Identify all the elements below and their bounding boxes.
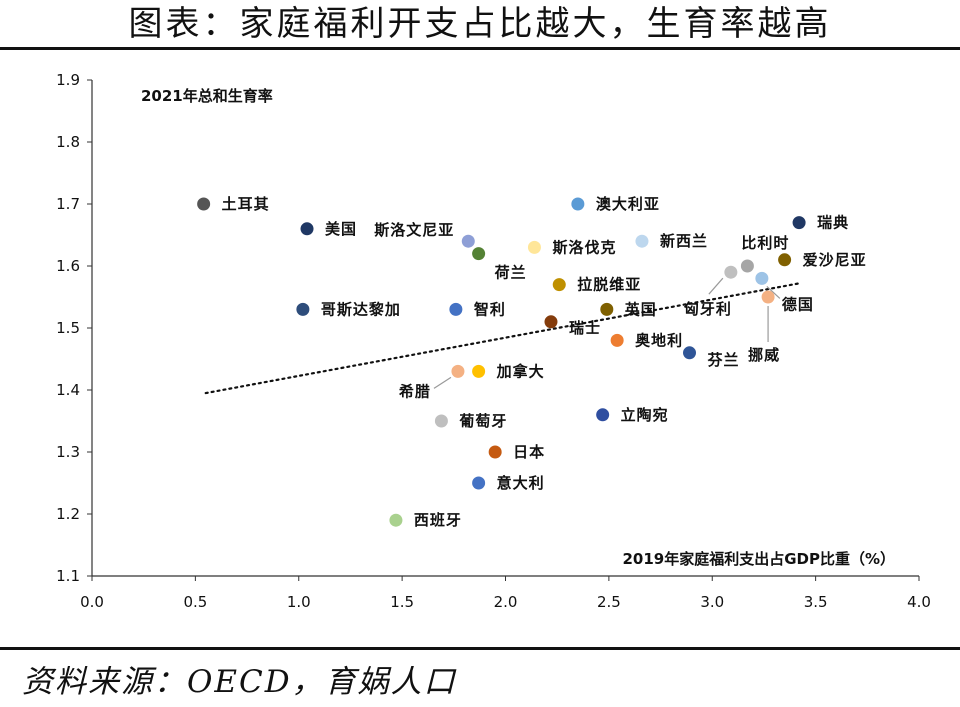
data-point-label: 芬兰 <box>708 351 740 369</box>
top-divider <box>0 47 960 50</box>
data-point-label: 葡萄牙 <box>458 412 507 430</box>
x-tick-label: 1.0 <box>287 593 311 611</box>
data-point-label: 拉脱维亚 <box>577 276 641 294</box>
data-point <box>451 364 465 378</box>
x-tick-label: 0.5 <box>183 593 207 611</box>
y-axis-title: 2021年总和生育率 <box>141 87 273 105</box>
x-tick-label: 3.0 <box>700 593 724 611</box>
data-point <box>778 253 792 267</box>
data-point <box>571 197 585 211</box>
data-point <box>300 222 314 236</box>
data-point-label: 土耳其 <box>222 195 270 213</box>
chart-title: 图表：家庭福利开支占比越大，生育率越高 <box>128 4 832 44</box>
data-point-label: 挪威 <box>748 346 780 364</box>
y-tick-label: 1.7 <box>56 195 80 213</box>
data-point <box>600 302 614 316</box>
data-point-label: 德国 <box>782 295 814 313</box>
label-leader-line <box>433 376 452 389</box>
y-tick-label: 1.1 <box>56 567 80 585</box>
data-point <box>761 290 775 304</box>
data-point <box>488 445 502 459</box>
y-tick-label: 1.2 <box>56 505 80 523</box>
data-point-label: 西班牙 <box>414 511 462 529</box>
data-point <box>296 302 310 316</box>
label-leader-line <box>766 285 781 299</box>
y-tick-label: 1.5 <box>56 319 80 337</box>
data-point <box>197 197 211 211</box>
data-point <box>527 240 541 254</box>
data-point <box>792 216 806 230</box>
data-point-label: 澳大利亚 <box>596 195 660 213</box>
bottom-divider <box>0 647 960 650</box>
x-tick-label: 3.5 <box>804 593 828 611</box>
x-tick-label: 2.0 <box>494 593 518 611</box>
scatter-chart: 0.0 0.5 1.0 1.5 2.0 2.5 3.0 3.5 4.0 1.9 1.8 1.7 1.6 1… <box>56 71 931 611</box>
data-point-label: 新西兰 <box>660 232 708 250</box>
data-point <box>683 346 697 360</box>
data-point-label: 日本 <box>513 443 545 461</box>
data-point <box>740 259 754 273</box>
x-axis-title: 2019年家庭福利支出占GDP比重（%） <box>622 550 895 568</box>
data-point <box>434 414 448 428</box>
x-tick-label: 2.5 <box>597 593 621 611</box>
data-point <box>389 513 403 527</box>
data-point-label: 意大利 <box>497 474 545 492</box>
x-tick-label: 1.5 <box>390 593 414 611</box>
y-tick-label: 1.6 <box>56 257 80 275</box>
data-point-label: 加拿大 <box>496 362 545 380</box>
data-point <box>472 476 486 490</box>
data-point <box>472 364 486 378</box>
data-point-label: 瑞士 <box>569 319 601 337</box>
data-point-label: 奥地利 <box>635 331 683 349</box>
data-point <box>461 234 475 248</box>
data-point-label: 爱沙尼亚 <box>803 251 867 269</box>
data-point-label: 斯洛伐克 <box>552 238 616 256</box>
data-point <box>472 247 486 261</box>
y-tick-label: 1.3 <box>56 443 80 461</box>
data-point <box>724 265 738 279</box>
data-point <box>596 408 610 422</box>
data-point <box>544 315 558 329</box>
data-point-label: 希腊 <box>399 382 431 400</box>
data-point-label: 哥斯达黎加 <box>321 300 401 318</box>
data-point-label: 立陶宛 <box>621 406 669 424</box>
data-point-label: 瑞典 <box>817 214 849 232</box>
data-point <box>635 234 649 248</box>
data-point-label: 智利 <box>474 300 506 318</box>
label-leader-line <box>708 277 724 295</box>
data-point <box>610 333 624 347</box>
y-tick-label: 1.9 <box>56 71 80 89</box>
y-tick-label: 1.8 <box>56 133 80 151</box>
data-point-label: 匈牙利 <box>684 300 732 318</box>
x-tick-label: 4.0 <box>907 593 931 611</box>
y-tick-label: 1.4 <box>56 381 80 399</box>
x-tick-label: 0.0 <box>80 593 104 611</box>
data-point-label: 荷兰 <box>495 264 527 282</box>
data-point <box>755 271 769 285</box>
trend-line <box>204 282 801 395</box>
source-note: 资料来源：OECD，育娲人口 <box>22 664 457 700</box>
data-point-label: 比利时 <box>741 234 789 252</box>
data-point <box>449 302 463 316</box>
data-point <box>552 278 566 292</box>
data-point-label: 英国 <box>625 300 657 318</box>
data-point-label: 美国 <box>325 220 357 238</box>
data-point-label: 斯洛文尼亚 <box>374 221 454 239</box>
